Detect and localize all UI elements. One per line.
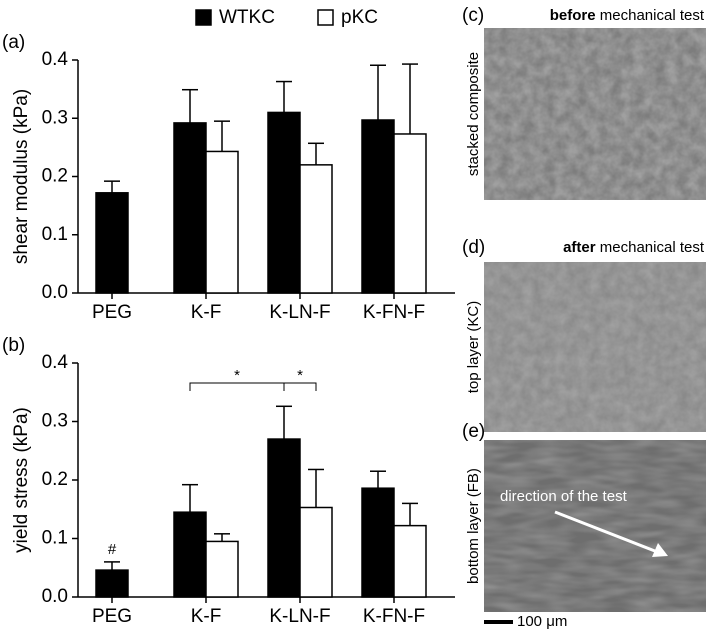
y-tick-label: 0.1 [42, 528, 68, 549]
y-tick-label: 0.4 [42, 352, 69, 373]
x-tick-label: K-LN-F [269, 302, 330, 323]
y-tick-label: 0.2 [42, 469, 68, 490]
y-tick-label: 0.0 [42, 282, 68, 303]
bar [95, 192, 129, 294]
micrograph-d [484, 262, 706, 432]
annotation: # [108, 541, 117, 558]
x-tick-label: K-F [191, 606, 222, 627]
x-tick-label: PEG [92, 302, 132, 323]
panel-title: before mechanical test [550, 7, 705, 24]
panel-label: (c) [462, 5, 484, 26]
bar [205, 150, 239, 294]
bar [299, 164, 333, 294]
x-tick-label: K-LN-F [269, 606, 330, 627]
bar [267, 438, 301, 598]
bar [361, 487, 395, 598]
bar [267, 111, 301, 294]
y-tick-label: 0.2 [42, 166, 68, 187]
x-tick-label: K-F [191, 302, 222, 323]
legend-label: WTKC [219, 7, 275, 28]
y-tick-label: 0.1 [42, 224, 68, 245]
y-axis-label: shear modulus (kPa) [11, 89, 32, 264]
bar [173, 122, 207, 294]
y-tick-label: 0.3 [42, 107, 68, 128]
micrograph-e [484, 440, 706, 612]
x-tick-label: PEG [92, 606, 132, 627]
annotation: * [297, 367, 303, 384]
bar [361, 119, 395, 294]
legend-swatch [317, 9, 334, 26]
bar [393, 133, 427, 294]
bar [393, 524, 427, 598]
bar [95, 569, 129, 598]
panel-side-label: top layer (KC) [465, 301, 482, 394]
panel-title: after mechanical test [563, 239, 705, 256]
micrograph-c [484, 28, 706, 200]
bar [299, 506, 333, 598]
legend-swatch [195, 9, 212, 26]
arrow-label: direction of the test [500, 488, 628, 505]
y-tick-label: 0.0 [42, 586, 68, 607]
bar [173, 511, 207, 598]
y-axis-label: yield stress (kPa) [11, 407, 32, 553]
panel-label: (e) [462, 421, 485, 442]
panel-label: (a) [2, 32, 25, 53]
panel-side-label: bottom layer (FB) [465, 468, 482, 584]
significance-bracket [189, 382, 285, 391]
panel-label: (d) [462, 237, 485, 258]
y-tick-label: 0.4 [42, 49, 69, 70]
scale-bar-label: 100 μm [517, 613, 567, 630]
x-tick-label: K-FN-F [363, 606, 425, 627]
bar [205, 540, 239, 598]
y-tick-label: 0.3 [42, 411, 68, 432]
annotation: * [234, 367, 240, 384]
panel-side-label: stacked composite [465, 52, 482, 176]
panel-label: (b) [2, 335, 25, 356]
x-tick-label: K-FN-F [363, 302, 425, 323]
significance-bracket [283, 382, 317, 391]
legend-label: pKC [341, 7, 378, 28]
